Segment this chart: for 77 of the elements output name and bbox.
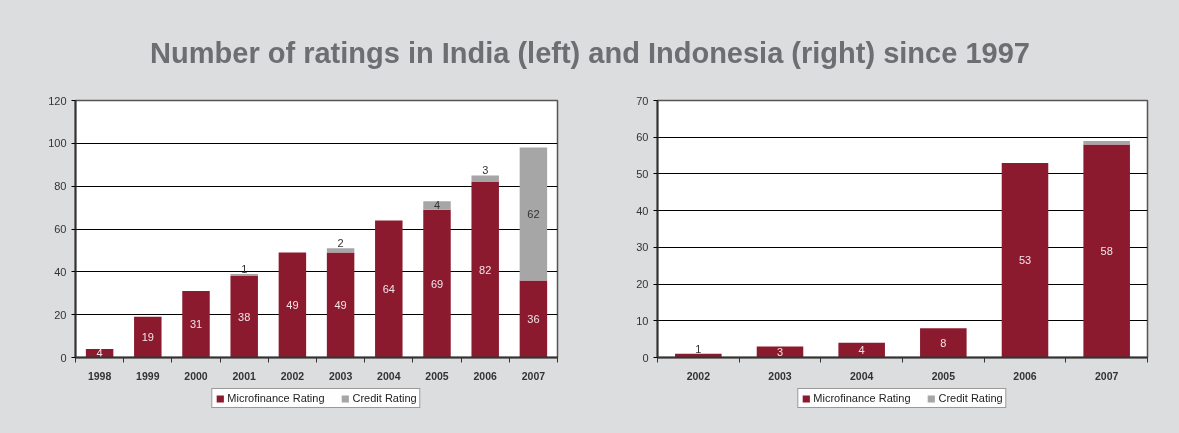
y-tick-label: 20	[636, 278, 649, 291]
x-tick-label: 2006	[1013, 369, 1037, 382]
bar	[519, 280, 548, 358]
x-tick-label: 2007	[1094, 369, 1119, 382]
bar	[134, 316, 162, 358]
x-tick-label: 2000	[184, 369, 208, 382]
y-tick-label: 100	[48, 137, 67, 150]
data-label: 38	[238, 310, 251, 323]
bar	[519, 147, 548, 281]
data-label: 1	[241, 262, 248, 275]
y-tick-label: 60	[636, 131, 649, 144]
x-tick-label: 1998	[87, 369, 112, 382]
y-tick-label: 50	[636, 167, 649, 180]
x-tick-label: 2007	[521, 369, 546, 382]
data-label: 53	[1018, 254, 1032, 267]
bar	[326, 248, 355, 253]
bar	[471, 181, 499, 358]
data-label: 4	[858, 344, 865, 357]
bar	[278, 252, 307, 358]
bar	[423, 209, 451, 358]
data-label: 8	[940, 336, 947, 349]
bar	[230, 273, 258, 277]
bar	[838, 342, 885, 358]
x-tick-label: 2004	[377, 369, 401, 382]
y-tick-label: 10	[636, 314, 649, 327]
y-tick-label: 80	[54, 180, 67, 193]
x-tick-label: 2005	[931, 369, 956, 382]
bar	[471, 175, 499, 182]
bar	[375, 220, 403, 358]
data-label: 19	[141, 331, 154, 344]
y-tick-label: 20	[54, 308, 67, 321]
chart-title: Number of ratings in India (left) and Indonesia (right) since 1997	[150, 36, 1030, 69]
data-label: 2	[337, 237, 344, 250]
data-label: 1	[695, 342, 702, 355]
x-tick-label: 2001	[232, 369, 257, 382]
data-label: 36	[527, 312, 540, 325]
bar	[1083, 144, 1130, 358]
data-label: 4	[96, 347, 103, 360]
legend-label: Microfinance Rating	[227, 392, 325, 404]
x-tick-label: 2002	[686, 369, 711, 382]
x-tick-label: 2006	[473, 369, 498, 382]
y-tick-label: 70	[636, 94, 649, 107]
data-label: 62	[527, 208, 540, 221]
data-label: 3	[482, 164, 489, 177]
data-label: 4	[433, 199, 441, 212]
y-tick-label: 60	[54, 223, 67, 235]
bar	[920, 328, 967, 358]
data-label: 64	[382, 282, 395, 295]
data-label: 3	[776, 345, 784, 358]
bar	[1083, 140, 1130, 145]
x-tick-label: 2002	[280, 369, 305, 382]
data-label: 31	[189, 318, 203, 331]
data-label: 69	[430, 277, 444, 290]
data-label: 82	[479, 263, 492, 276]
x-tick-label: 1999	[136, 369, 160, 382]
data-label: 49	[286, 299, 299, 312]
bar	[326, 252, 355, 358]
y-tick-label: 0	[642, 351, 649, 364]
x-tick-label: 2003	[328, 369, 353, 382]
x-tick-label: 2005	[425, 369, 449, 382]
x-tick-label: 2004	[849, 369, 874, 382]
data-label: 58	[1100, 245, 1113, 258]
x-tick-label: 2003	[768, 369, 792, 382]
legend-label: Microfinance Rating	[813, 392, 911, 404]
bar	[182, 291, 210, 358]
data-label: 49	[334, 299, 347, 312]
y-tick-label: 0	[60, 351, 67, 364]
legend-label: Credit Rating	[938, 392, 1003, 404]
y-tick-label: 40	[636, 204, 649, 217]
y-tick-label: 40	[54, 265, 67, 278]
bar	[423, 201, 451, 210]
y-tick-label: 120	[48, 94, 67, 107]
bar	[756, 346, 804, 358]
legend-label: Credit Rating	[352, 392, 417, 404]
bar	[1001, 162, 1049, 358]
y-tick-label: 30	[636, 241, 649, 254]
bar	[230, 276, 258, 358]
